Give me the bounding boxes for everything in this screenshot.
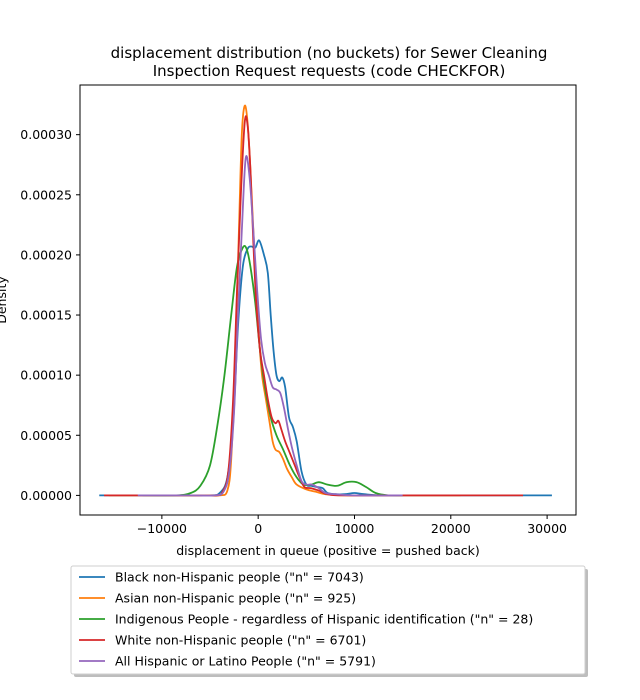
legend-label-0: Black non-Hispanic people ("n" = 7043) xyxy=(115,570,364,585)
x-axis: −10000 0 10000 20000 30000 xyxy=(137,515,567,536)
x-tick-label: 0 xyxy=(254,521,262,536)
series-line-4 xyxy=(137,155,403,497)
chart-title-line-1: displacement distribution (no buckets) f… xyxy=(111,44,548,62)
legend-label-1: Asian non-Hispanic people ("n" = 925) xyxy=(115,591,356,606)
legend-label-2: Indigenous People - regardless of Hispan… xyxy=(115,612,533,627)
y-tick-label: 0.00030 xyxy=(20,127,72,142)
y-tick-label: 0.00020 xyxy=(20,247,72,262)
y-tick-label: 0.00010 xyxy=(20,368,72,383)
y-axis-label: Density xyxy=(0,276,9,324)
plot-frame xyxy=(79,84,577,516)
legend-label-4: All Hispanic or Latino People ("n" = 579… xyxy=(115,654,376,669)
x-tick-label: 30000 xyxy=(527,521,567,536)
series-line-0 xyxy=(99,239,552,497)
x-axis-label: displacement in queue (positive = pushed… xyxy=(176,543,480,558)
x-tick-label: −10000 xyxy=(137,521,187,536)
x-tick-label: 10000 xyxy=(335,521,375,536)
legend-box xyxy=(70,565,586,675)
series-line-3 xyxy=(104,115,524,497)
x-tick-label: 20000 xyxy=(431,521,471,536)
y-tick-label: 0.00025 xyxy=(20,187,72,202)
y-tick-label: 0.00015 xyxy=(20,308,72,323)
y-tick-label: 0.00000 xyxy=(20,488,72,503)
legend: Black non-Hispanic people ("n" = 7043) As… xyxy=(70,565,588,677)
chart-title-line-2: Inspection Request requests (code CHECKF… xyxy=(153,62,506,80)
y-axis: 0.00000 0.00005 0.00010 0.00015 0.00020 0.000… xyxy=(20,127,80,503)
series-layer xyxy=(99,104,552,497)
legend-label-3: White non-Hispanic people ("n" = 6701) xyxy=(115,633,366,648)
series-line-2 xyxy=(142,245,403,497)
y-tick-label: 0.00005 xyxy=(20,428,72,443)
legend-entries: Black non-Hispanic people ("n" = 7043) As… xyxy=(79,570,533,669)
